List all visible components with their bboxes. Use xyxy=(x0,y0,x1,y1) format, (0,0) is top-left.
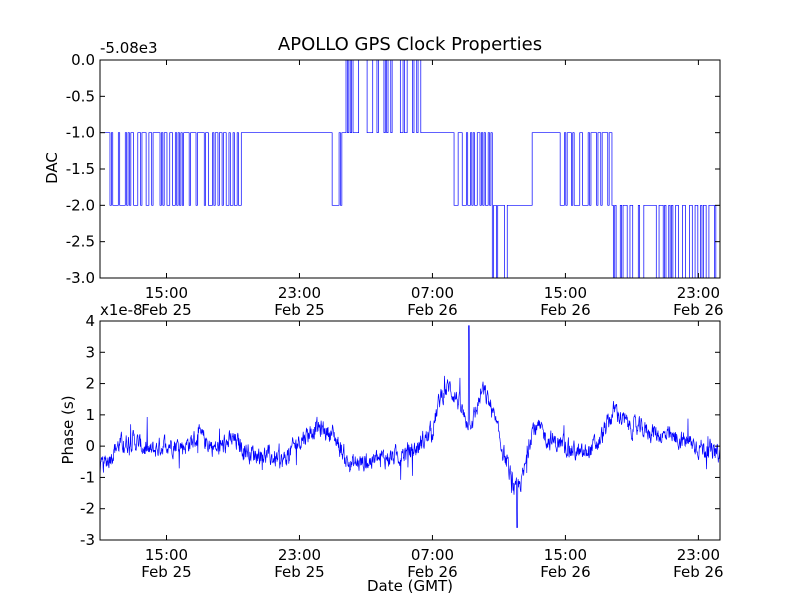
dac-offset-text: -5.08e3 xyxy=(100,39,158,57)
phase-ylabel: Phase (s) xyxy=(59,395,77,464)
xtick-date-label: Feb 26 xyxy=(407,563,457,581)
phase-series-line xyxy=(100,325,720,528)
ytick-label: 2 xyxy=(85,375,95,393)
xtick-time-label: 15:00 xyxy=(145,284,188,302)
xtick-date-label: Feb 25 xyxy=(274,301,324,319)
xtick-date-label: Feb 26 xyxy=(673,563,723,581)
xtick-time-label: 23:00 xyxy=(677,546,720,564)
xtick-date-label: Feb 26 xyxy=(407,301,457,319)
phase-offset-text: x1e-8 xyxy=(100,301,143,319)
xtick-time-label: 15:00 xyxy=(145,546,188,564)
xtick-time-label: 15:00 xyxy=(544,546,587,564)
ytick-label: 0 xyxy=(85,437,95,455)
xtick-time-label: 15:00 xyxy=(544,284,587,302)
xtick-date-label: Feb 26 xyxy=(540,301,590,319)
ytick-label: 3 xyxy=(85,343,95,361)
ytick-label: -1.0 xyxy=(66,124,95,142)
xtick-date-label: Feb 26 xyxy=(673,301,723,319)
ytick-label: -1 xyxy=(80,468,95,486)
ytick-label: -2.0 xyxy=(66,196,95,214)
dac-ylabel: DAC xyxy=(43,152,61,184)
ytick-label: 0.0 xyxy=(71,51,95,69)
phase-plot-frame xyxy=(99,320,721,541)
ytick-label: -0.5 xyxy=(66,87,95,105)
dac-series-line xyxy=(100,60,719,278)
xtick-date-label: Feb 25 xyxy=(274,563,324,581)
xtick-time-label: 07:00 xyxy=(411,546,454,564)
ytick-label: 4 xyxy=(85,312,95,330)
ytick-label: 1 xyxy=(85,406,95,424)
ytick-label: -2.5 xyxy=(66,233,95,251)
xtick-date-label: Feb 25 xyxy=(141,563,191,581)
ytick-label: -1.5 xyxy=(66,160,95,178)
ytick-label: -3.0 xyxy=(66,269,95,287)
ytick-label: -2 xyxy=(80,500,95,518)
xtick-time-label: 07:00 xyxy=(411,284,454,302)
dac-panel: -5.08e3 DAC 0.0-0.5-1.0-1.5-2.0-2.5-3.0 … xyxy=(43,39,724,319)
phase-xlabel: Date (GMT) xyxy=(367,577,453,595)
xtick-date-label: Feb 25 xyxy=(141,301,191,319)
chart-title: APOLLO GPS Clock Properties xyxy=(278,34,542,55)
xtick-time-label: 23:00 xyxy=(278,546,321,564)
ytick-label: -3 xyxy=(80,531,95,549)
xtick-time-label: 23:00 xyxy=(278,284,321,302)
xtick-time-label: 23:00 xyxy=(677,284,720,302)
xtick-date-label: Feb 26 xyxy=(540,563,590,581)
